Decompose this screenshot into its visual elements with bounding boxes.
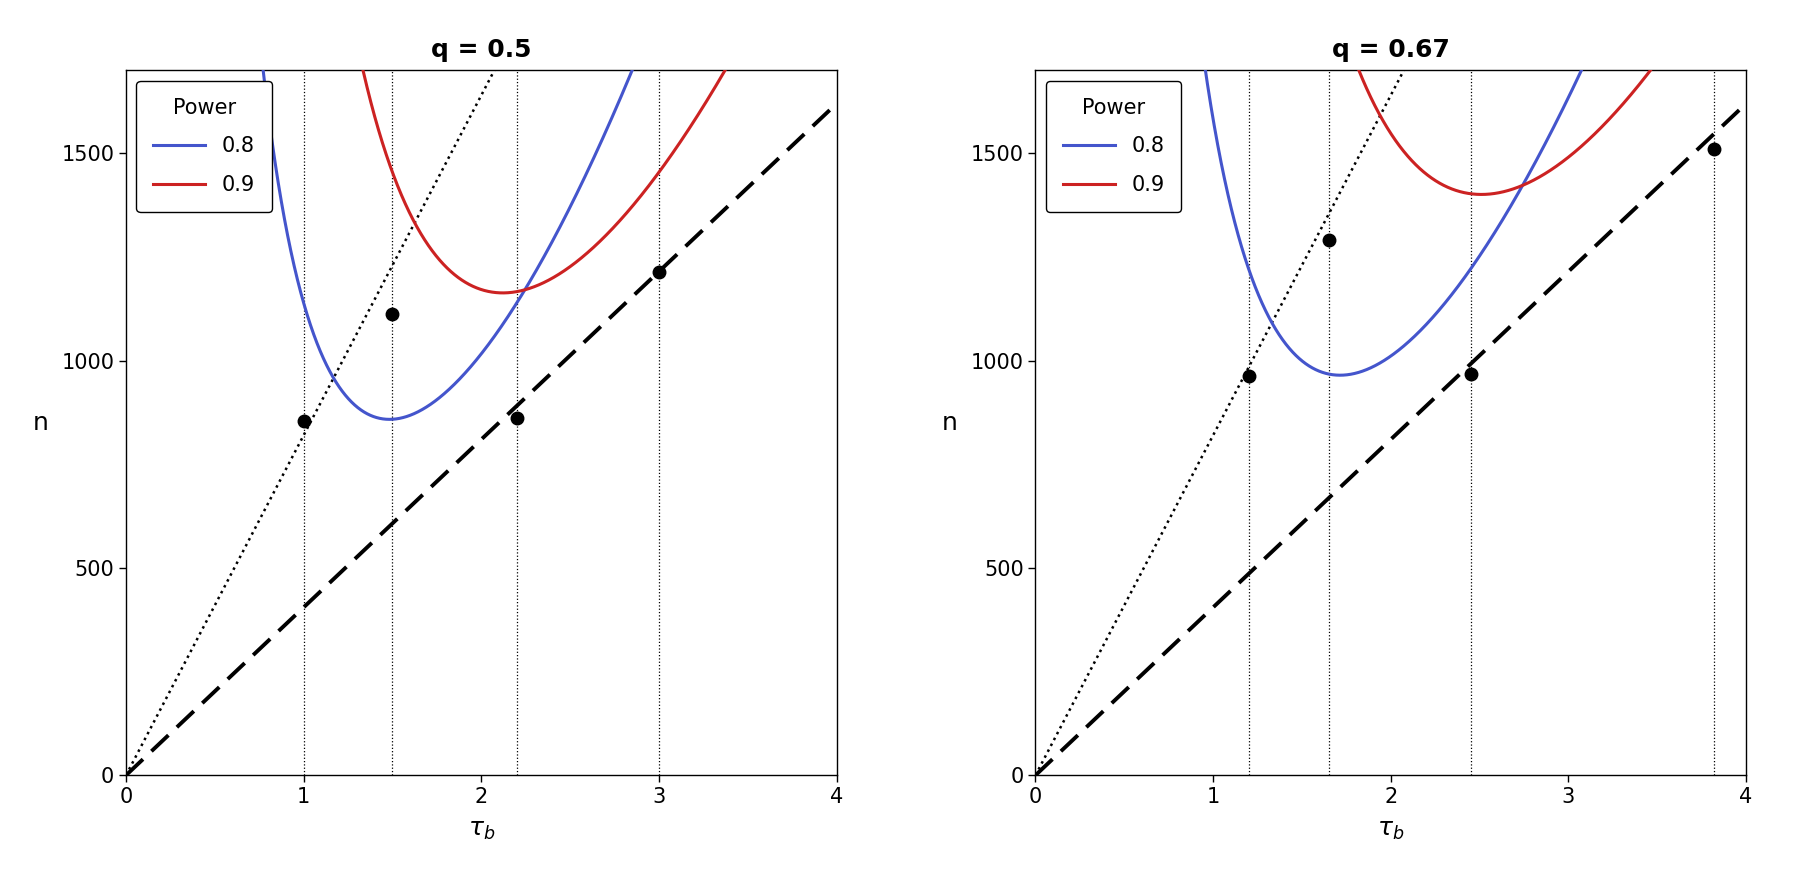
- Title: q = 0.67: q = 0.67: [1332, 38, 1449, 62]
- Legend: 0.8, 0.9: 0.8, 0.9: [137, 81, 272, 211]
- X-axis label: $\tau_b$: $\tau_b$: [468, 818, 495, 842]
- Title: q = 0.5: q = 0.5: [430, 38, 531, 62]
- Y-axis label: n: n: [32, 411, 49, 435]
- Legend: 0.8, 0.9: 0.8, 0.9: [1046, 81, 1181, 211]
- X-axis label: $\tau_b$: $\tau_b$: [1377, 818, 1404, 842]
- Y-axis label: n: n: [941, 411, 958, 435]
